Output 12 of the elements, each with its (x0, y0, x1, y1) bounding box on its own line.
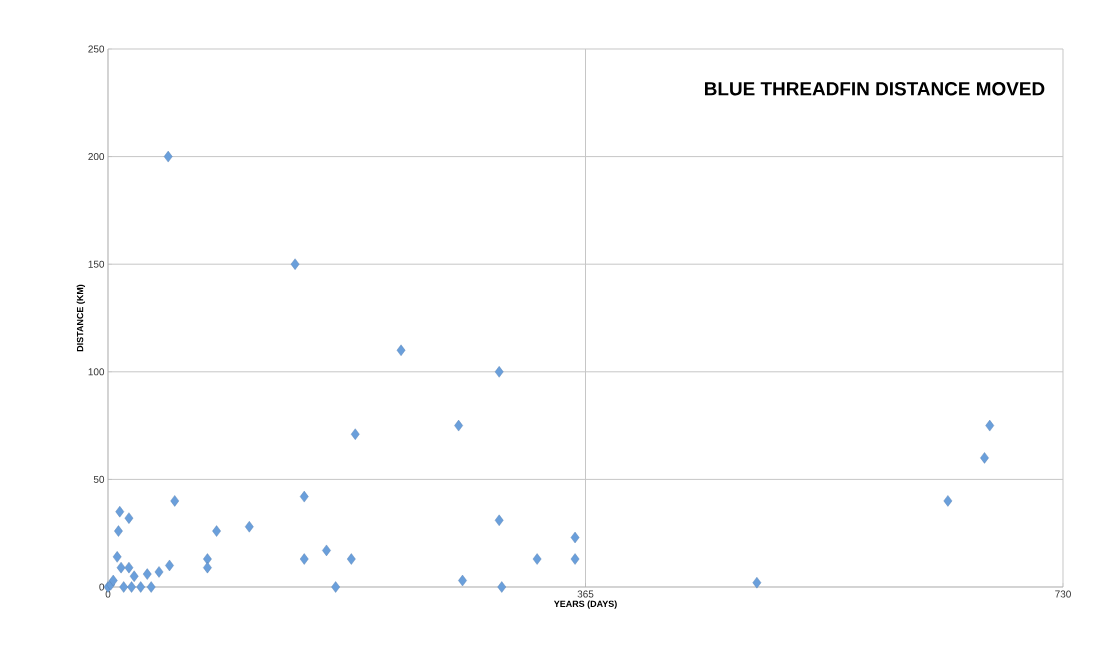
x-tick-label: 730 (1055, 590, 1071, 598)
x-tick-label: 0 (105, 590, 111, 598)
x-tick-label: 365 (577, 590, 594, 598)
y-tick-label: 250 (88, 45, 105, 53)
x-axis-title: YEARS (DAYS) (553, 600, 617, 609)
y-tick-label: 200 (88, 153, 105, 161)
y-tick-label: 100 (88, 368, 105, 376)
y-tick-label: 50 (93, 475, 105, 483)
y-axis-title: DISTANCE (KM) (76, 284, 86, 352)
y-tick-label: 0 (99, 583, 105, 591)
text: BLUE THREADFIN DISTANCE MOVED (704, 82, 1045, 96)
y-tick-label: 150 (88, 260, 105, 268)
